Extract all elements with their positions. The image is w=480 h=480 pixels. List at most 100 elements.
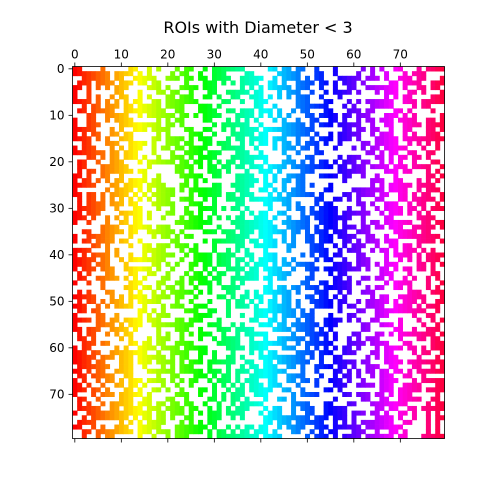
heatmap-cell	[207, 187, 213, 193]
heatmap-cell	[132, 178, 138, 184]
heatmap-cell	[332, 206, 338, 211]
heatmap-cell	[253, 145, 259, 151]
heatmap-cell	[379, 196, 385, 202]
heatmap-cell	[291, 401, 297, 407]
heatmap-cell	[388, 126, 394, 132]
heatmap-cell	[309, 136, 315, 142]
heatmap-cell	[174, 294, 180, 300]
heatmap-cell	[267, 192, 273, 198]
heatmap-cell	[430, 122, 436, 128]
heatmap-cell	[402, 303, 408, 309]
heatmap-cell	[291, 312, 297, 318]
heatmap-cell	[253, 224, 259, 230]
heatmap-cell	[398, 117, 403, 123]
heatmap-cell	[272, 243, 278, 249]
heatmap-cell	[346, 303, 352, 309]
heatmap-cell	[188, 89, 194, 95]
heatmap-cell	[114, 247, 120, 253]
heatmap-cell	[221, 261, 227, 267]
heatmap-cell	[72, 424, 78, 430]
heatmap-cell	[198, 387, 204, 393]
heatmap-cell	[379, 401, 385, 407]
heatmap-cell	[221, 229, 227, 235]
heatmap-cell	[86, 71, 92, 77]
heatmap-cell	[398, 294, 403, 300]
heatmap-cell	[291, 429, 297, 435]
heatmap-cell	[351, 433, 357, 439]
heatmap-cell	[230, 131, 236, 137]
heatmap-cell	[72, 326, 78, 332]
heatmap-cell	[86, 317, 92, 323]
heatmap-cell	[430, 233, 436, 239]
heatmap-cell	[258, 215, 264, 221]
heatmap-cell	[132, 294, 138, 300]
heatmap-cell	[421, 233, 427, 239]
heatmap-cell	[416, 80, 422, 86]
heatmap-cell	[365, 159, 371, 165]
heatmap-cell	[425, 238, 431, 244]
heatmap-cell	[202, 145, 208, 151]
heatmap-cell	[346, 312, 352, 318]
heatmap-cell	[142, 154, 148, 160]
heatmap-cell	[277, 326, 283, 332]
heatmap-cell	[342, 373, 348, 379]
heatmap-cell	[263, 252, 269, 258]
heatmap-cell	[314, 378, 320, 384]
heatmap-cell	[332, 71, 338, 77]
heatmap-cell	[384, 192, 390, 198]
heatmap-cell	[323, 224, 329, 230]
heatmap-cell	[295, 131, 301, 137]
heatmap-cell	[230, 94, 236, 100]
heatmap-cell	[277, 108, 283, 114]
heatmap-cell	[253, 312, 259, 318]
heatmap-cell	[384, 271, 390, 277]
heatmap-cell	[119, 75, 124, 81]
heatmap-cell	[365, 303, 371, 309]
heatmap-cell	[398, 233, 403, 239]
heatmap-cell	[86, 113, 92, 118]
heatmap-cell	[370, 424, 376, 430]
heatmap-cell	[379, 424, 385, 430]
heatmap-cell	[72, 266, 78, 272]
heatmap-cell	[142, 354, 148, 360]
heatmap-cell	[300, 387, 306, 393]
heatmap-cell	[411, 131, 417, 137]
heatmap-cell	[309, 285, 315, 291]
heatmap-cell	[132, 322, 138, 328]
heatmap-cell	[132, 215, 138, 221]
heatmap-cell	[123, 405, 129, 411]
heatmap-cell	[123, 154, 129, 160]
heatmap-cell	[435, 387, 441, 393]
heatmap-cell	[342, 280, 348, 286]
heatmap-cell	[402, 85, 408, 91]
heatmap-cell	[142, 396, 148, 402]
heatmap-cell	[81, 359, 87, 365]
heatmap-cell	[272, 187, 278, 193]
heatmap-cell	[365, 322, 371, 328]
heatmap-cell	[379, 150, 385, 156]
heatmap-cell	[323, 387, 329, 393]
heatmap-cell	[132, 410, 138, 416]
heatmap-cell	[411, 275, 417, 281]
heatmap-cell	[379, 285, 385, 291]
heatmap-cell	[337, 378, 343, 384]
heatmap-cell	[365, 117, 371, 123]
heatmap-cell	[221, 257, 227, 263]
heatmap-cell	[198, 150, 204, 156]
heatmap-cell	[249, 252, 255, 258]
heatmap-cell	[286, 326, 292, 332]
heatmap-cell	[235, 410, 241, 416]
heatmap-cell	[95, 108, 101, 114]
heatmap-cell	[198, 215, 204, 221]
heatmap-cell	[314, 224, 320, 230]
heatmap-cell	[309, 336, 315, 342]
heatmap-cell	[239, 275, 245, 281]
heatmap-cell	[207, 364, 213, 370]
heatmap-cell	[370, 85, 376, 91]
heatmap-cell	[174, 405, 180, 411]
heatmap-cell	[258, 108, 264, 114]
heatmap-cell	[128, 131, 134, 137]
heatmap-cell	[119, 94, 124, 100]
heatmap-cell	[170, 206, 176, 211]
